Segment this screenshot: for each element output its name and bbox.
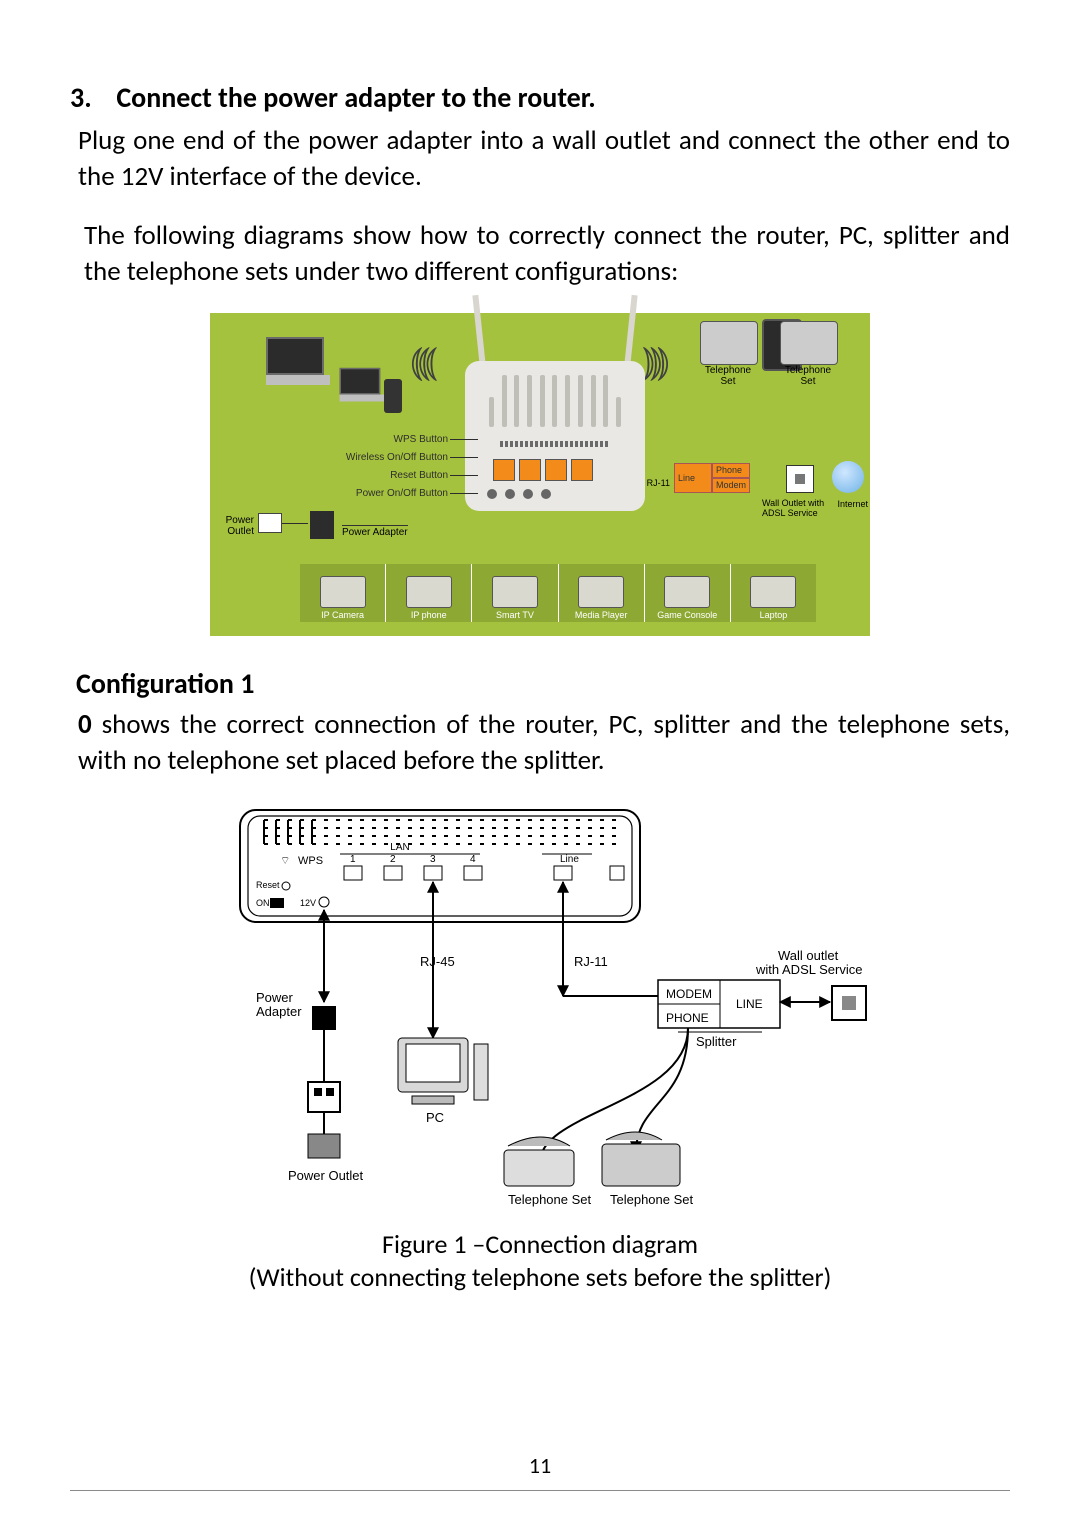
- telephone-sets: Telephone Set Telephone Set: [700, 321, 860, 387]
- svg-text:2: 2: [390, 854, 396, 865]
- label-power-outlet: Power Outlet: [214, 515, 254, 537]
- router-icon: [465, 361, 645, 511]
- telephone-icon: [602, 1132, 680, 1186]
- svg-text:3: 3: [430, 854, 436, 865]
- label-reset: Reset Button: [318, 467, 448, 485]
- svg-text:12V: 12V: [300, 898, 316, 908]
- svg-text:Power Outlet: Power Outlet: [288, 1168, 364, 1183]
- paragraph-2: The following diagrams show how to corre…: [84, 218, 1010, 291]
- config-body: shows the correct connection of the rout…: [78, 708, 1010, 777]
- label-wall-outlet: Wall Outlet with ADSL Service: [762, 499, 842, 519]
- antenna-icon: [472, 295, 485, 365]
- figure-overview-diagram: ⦅⦅⦅ ⦆⦆⦆ WPS Button Wireless: [210, 313, 870, 636]
- config-heading: Configuration 1: [76, 666, 1010, 701]
- laptop-icon: [340, 368, 385, 400]
- svg-text:4: 4: [470, 854, 476, 865]
- step-number: 3.: [70, 80, 110, 115]
- splitter-port-phone: Phone: [712, 463, 750, 478]
- svg-text:Wall outletwith ADSL Service: Wall outletwith ADSL Service: [755, 948, 862, 977]
- ip-phone-icon: [406, 576, 452, 608]
- page: 3. Connect the power adapter to the rout…: [0, 0, 1080, 1527]
- svg-text:Reset: Reset: [256, 880, 280, 890]
- splitter-port-line: Line: [674, 463, 712, 493]
- splitter-icon: Phone Line Modem: [674, 463, 750, 493]
- svg-text:Telephone Set: Telephone Set: [508, 1192, 592, 1207]
- splitter-port-modem: Modem: [712, 478, 750, 493]
- wall-jack-icon: [786, 465, 814, 493]
- label-wireless: Wireless On/Off Button: [318, 449, 448, 467]
- wifi-arc-icon: ⦅⦅⦅: [410, 339, 432, 384]
- step-title: Connect the power adapter to the router.: [116, 80, 595, 115]
- svg-text:WPS: WPS: [298, 855, 323, 867]
- footer-rule: [70, 1490, 1010, 1491]
- label-power-adapter: Power Adapter: [342, 525, 408, 538]
- ip-camera-icon: [320, 576, 366, 608]
- label-rj11: RJ-11: [647, 478, 670, 488]
- svg-text:PowerAdapter: PowerAdapter: [256, 990, 302, 1019]
- figure-connection-diagram: ⌔ WPS 1 2 3 4 LAN Line Reset ON 12V: [180, 802, 900, 1222]
- laptop-icon: [266, 337, 330, 383]
- lan-device-strip: IP Camera IP phone Smart TV Media Player…: [300, 564, 816, 622]
- power-adapter-icon: [310, 511, 334, 539]
- svg-text:RJ-45: RJ-45: [420, 954, 455, 969]
- label-internet: Internet: [837, 499, 868, 509]
- smart-tv-icon: [492, 576, 538, 608]
- splitter-box: MODEM PHONE LINE: [658, 980, 780, 1028]
- label-power-btn: Power On/Off Button: [318, 485, 448, 503]
- config-paragraph: 0 shows the correct connection of the ro…: [78, 707, 1010, 780]
- wifi-arc-icon: ⦆⦆⦆: [642, 339, 664, 384]
- smartphone-icon: [384, 379, 402, 413]
- caption-line1: Figure 1 –Connection diagram: [382, 1228, 698, 1260]
- pc-icon: [398, 1038, 488, 1104]
- svg-text:ON: ON: [256, 898, 270, 908]
- label-telephone: Telephone Set: [780, 365, 836, 387]
- svg-text:LAN: LAN: [390, 842, 409, 853]
- svg-text:PHONE: PHONE: [666, 1011, 709, 1025]
- svg-text:Line: Line: [560, 854, 579, 865]
- media-player-icon: [578, 576, 624, 608]
- svg-text:Splitter: Splitter: [696, 1034, 737, 1049]
- game-console-icon: [664, 576, 710, 608]
- config-ref: 0: [78, 708, 92, 741]
- caption-line2: (Without connecting telephone sets befor…: [249, 1261, 832, 1293]
- telephone-icon: [700, 321, 758, 365]
- step-heading: 3. Connect the power adapter to the rout…: [70, 80, 1010, 115]
- svg-text:RJ-11: RJ-11: [574, 954, 608, 969]
- svg-text:MODEM: MODEM: [666, 987, 712, 1001]
- router-button-labels: WPS Button Wireless On/Off Button Reset …: [318, 431, 448, 503]
- label-telephone: Telephone Set: [700, 365, 756, 387]
- telephone-icon: [504, 1137, 574, 1186]
- svg-text:LINE: LINE: [736, 997, 763, 1011]
- paragraph-1: Plug one end of the power adapter into a…: [78, 123, 1010, 196]
- svg-text:PC: PC: [426, 1110, 444, 1125]
- svg-text:⌔: ⌔: [280, 855, 290, 867]
- svg-text:Telephone Set: Telephone Set: [610, 1192, 694, 1207]
- svg-text:1: 1: [350, 854, 356, 865]
- label-wps: WPS Button: [318, 431, 448, 449]
- telephone-icon: [780, 321, 838, 365]
- laptop-small-icon: [750, 576, 796, 608]
- plug-icon: [258, 513, 282, 533]
- page-number: 11: [0, 1452, 1080, 1479]
- internet-globe-icon: [832, 461, 864, 493]
- figure-caption: Figure 1 –Connection diagram (Without co…: [70, 1228, 1010, 1296]
- antenna-icon: [624, 295, 637, 365]
